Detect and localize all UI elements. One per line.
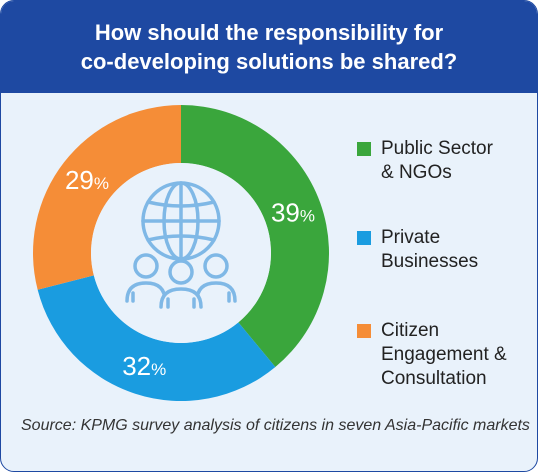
chart-title: How should the responsibility for co-dev… bbox=[80, 20, 458, 74]
legend-item-public-sector: Public Sector & NGOs bbox=[357, 137, 493, 185]
legend-swatch bbox=[357, 324, 371, 338]
legend-label: Private Businesses bbox=[381, 227, 479, 272]
donut-slices bbox=[32, 104, 329, 401]
global-community-icon bbox=[125, 181, 237, 309]
slice-private-businesses bbox=[37, 275, 276, 401]
slice-value-label: 32% bbox=[122, 351, 166, 381]
legend-item-private-businesses: Private Businesses bbox=[357, 226, 478, 274]
legend-swatch bbox=[357, 142, 371, 156]
source-note: Source: KPMG survey analysis of citizens… bbox=[21, 417, 530, 434]
slice-value-label: 39% bbox=[271, 198, 315, 228]
slice-labels: 39% 32% 29% bbox=[65, 165, 315, 381]
legend-swatch bbox=[357, 231, 371, 245]
chart-header: How should the responsibility for co-dev… bbox=[1, 1, 537, 93]
legend-label: Citizen Engagement & Consultation bbox=[381, 320, 507, 389]
slice-citizen-engagement bbox=[32, 104, 181, 290]
donut-chart: 39% 32% 29% bbox=[32, 104, 329, 401]
slice-public-sector bbox=[181, 105, 329, 368]
slice-value-label: 29% bbox=[65, 165, 109, 195]
legend-label: Public Sector & NGOs bbox=[381, 138, 493, 183]
legend-item-citizen-engagement: Citizen Engagement & Consultation bbox=[357, 319, 507, 391]
